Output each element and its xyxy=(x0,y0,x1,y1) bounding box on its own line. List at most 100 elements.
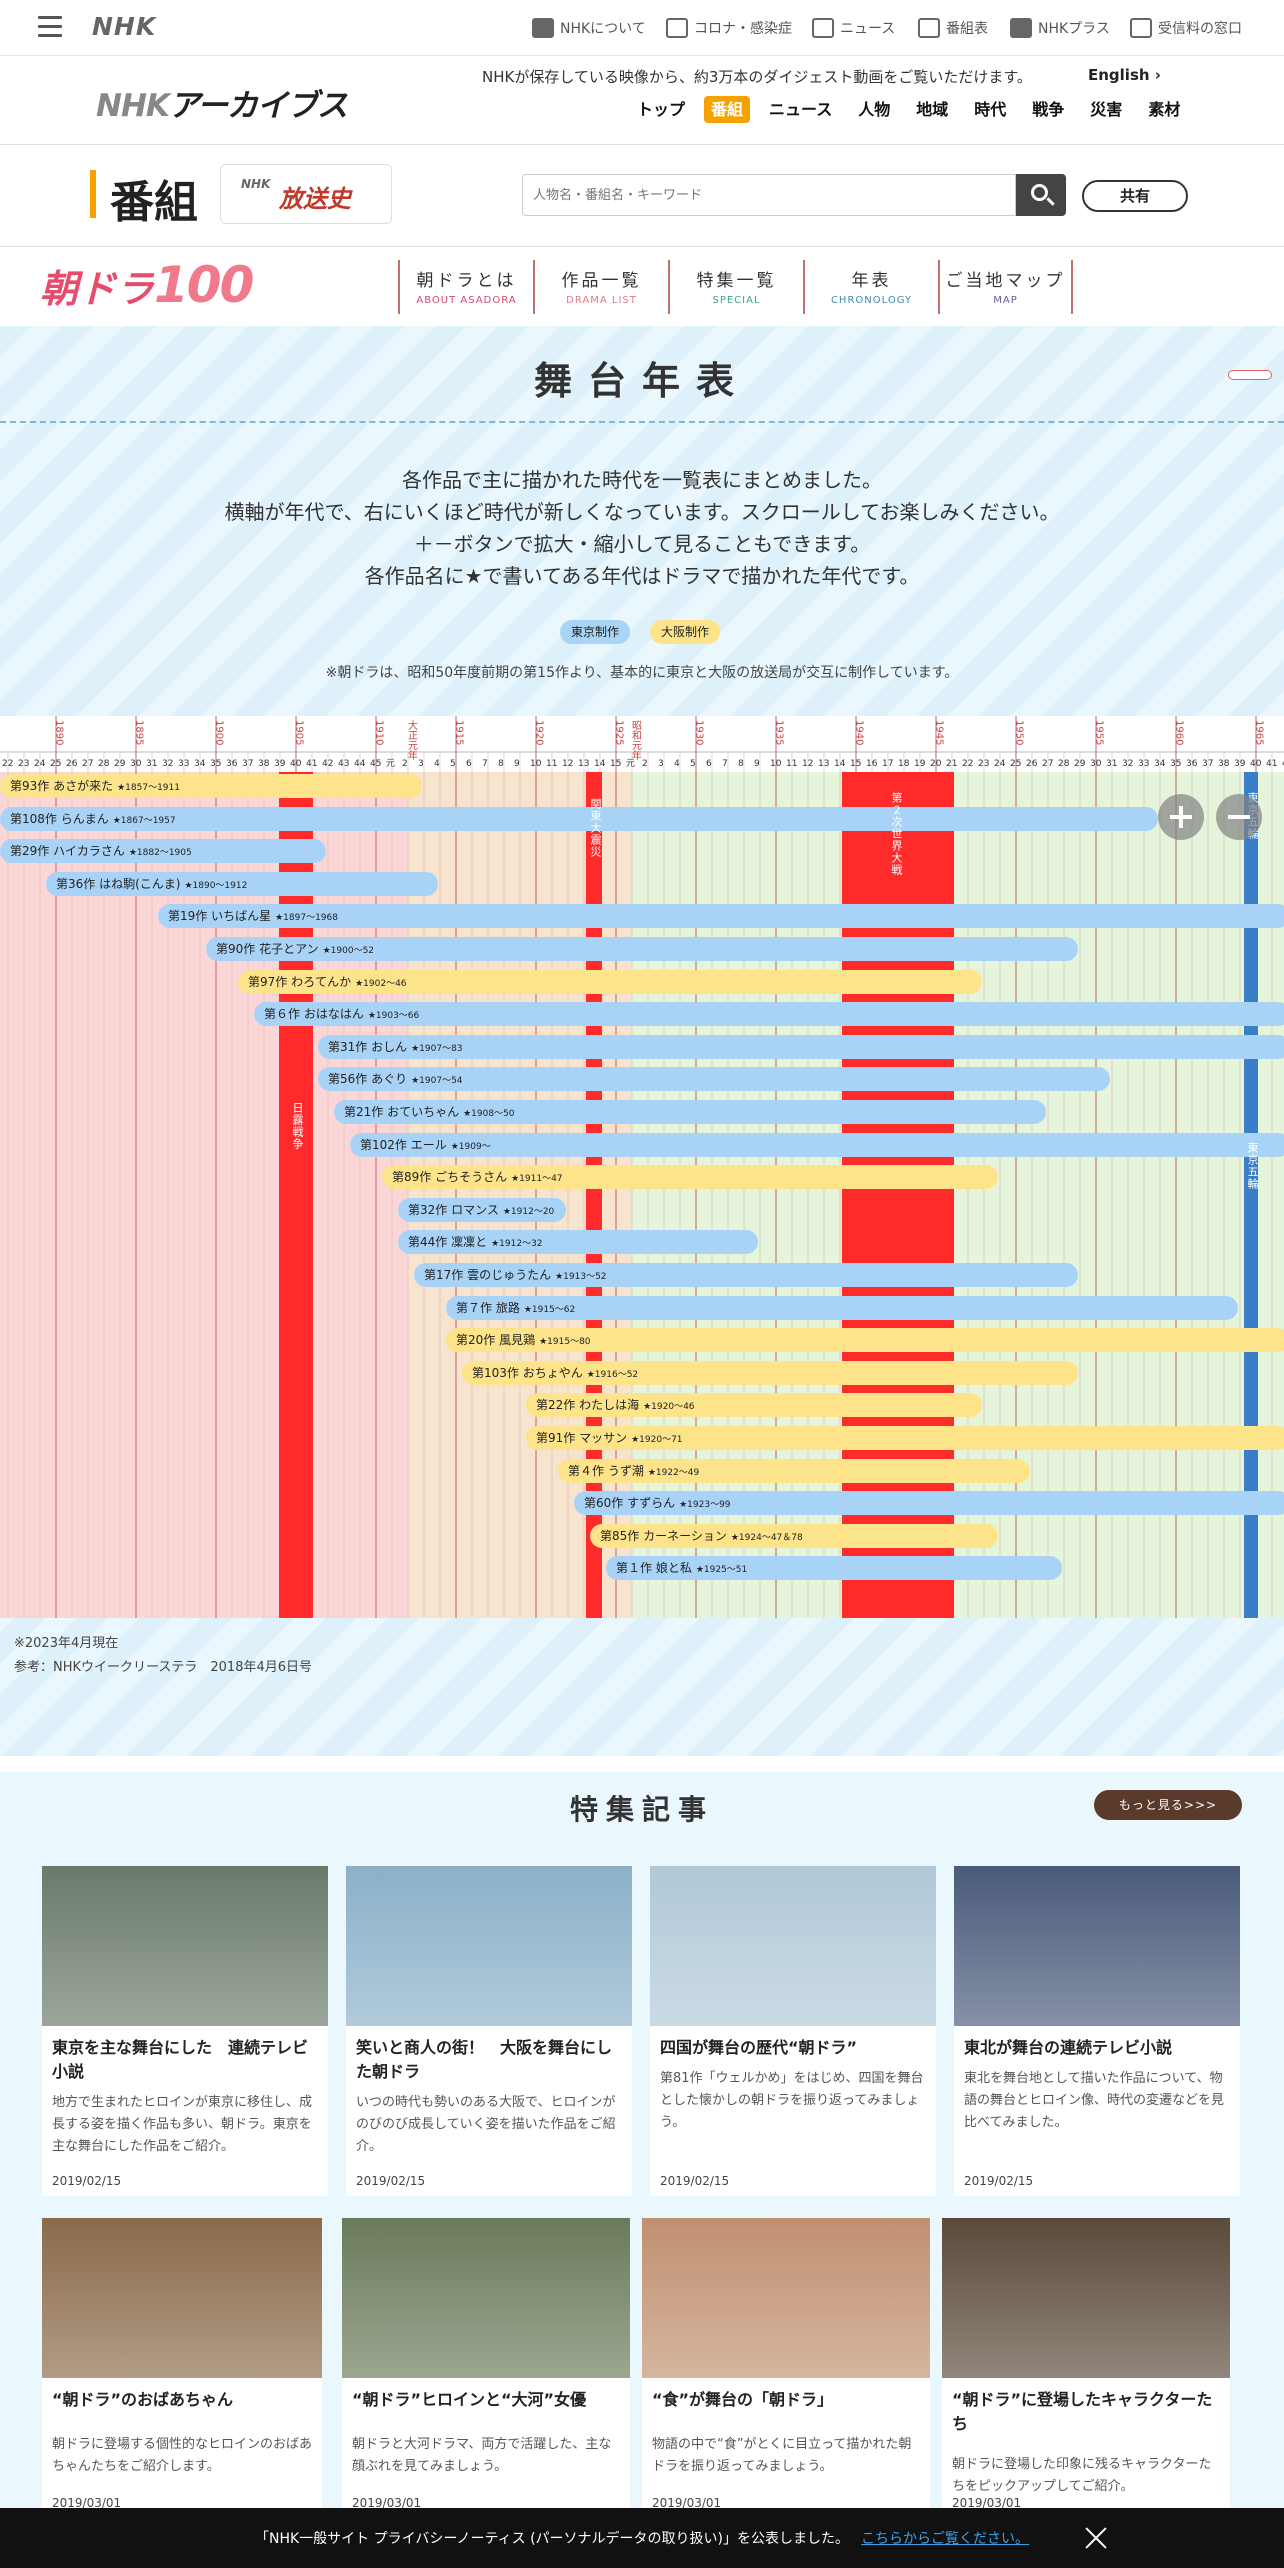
work-years: ★1920～46 xyxy=(643,1402,695,1413)
share-button[interactable]: 共有 xyxy=(1082,180,1188,212)
work-bar[interactable]: 第103作 おちょやん ★1916～52 xyxy=(462,1360,1078,1385)
menu-icon[interactable] xyxy=(38,16,62,38)
work-years: ★1908～50 xyxy=(463,1109,515,1119)
asadora-nav-about[interactable]: 朝ドラとは ABOUT ASADORA xyxy=(398,260,533,314)
corona-link[interactable]: コロナ・感染症 xyxy=(666,16,792,40)
feature-card[interactable]: 四国が舞台の歴代“朝ドラ” 第81作「ウェルかめ」をはじめ、四国を舞台とした懐かし… xyxy=(650,1866,936,2196)
card-desc: 東北を舞台地として描いた作品について、物語の舞台とヒロイン像、時代の変遷などを見… xyxy=(964,2071,1225,2130)
year-label: 1965 xyxy=(1254,720,1265,745)
intro-line: 各作品名に★で書いてある年代はドラマで描かれた年代です。 xyxy=(364,564,920,588)
more-button[interactable]: もっと見る>>> xyxy=(1094,1790,1242,1820)
work-bar[interactable]: 第91作 マッサン ★1920～71 xyxy=(526,1426,1284,1450)
work-bar[interactable]: 第21作 おていちゃん ★1908～50 xyxy=(334,1100,1046,1124)
era-tick: 26 xyxy=(66,759,78,769)
work-bar[interactable]: 第102作 エール ★1909～ xyxy=(350,1132,1284,1157)
divider xyxy=(0,246,1284,247)
zoom-out-button[interactable] xyxy=(1216,794,1262,840)
nav-top[interactable]: トップ xyxy=(637,100,686,119)
page-title: 舞台年表 xyxy=(533,358,750,403)
era-tick: 40 xyxy=(1250,759,1262,769)
global-nav: トップ 番組 ニュース 人物 地域 時代 戦争 災害 素材 xyxy=(630,96,1199,126)
nav-era[interactable]: 時代 xyxy=(974,100,1007,119)
work-bar[interactable]: 第22作 わたしは海 ★1920～46 xyxy=(526,1393,982,1418)
work-bar[interactable]: 第108作 らんまん ★1867～1957 xyxy=(0,806,1158,831)
era-tick: 24 xyxy=(994,759,1006,769)
zoom-in-button[interactable] xyxy=(1158,794,1204,840)
english-link[interactable]: English › xyxy=(1088,66,1161,84)
privacy-link[interactable]: こちらからご覧ください。 xyxy=(861,2531,1030,2547)
asadora-nav-special[interactable]: 特集一覧 SPECIAL xyxy=(668,260,803,314)
work-bar[interactable]: 第６作 おはなはん ★1903～66 xyxy=(254,1002,1284,1027)
work-years: ★1907～54 xyxy=(411,1076,463,1087)
nav-region[interactable]: 地域 xyxy=(916,100,949,119)
era-tick: 39 xyxy=(274,759,286,769)
feature-card[interactable]: “食”が舞台の「朝ドラ」 物語の中で“食”がとくに目立って描かれた朝ドラを振り返っ… xyxy=(642,2218,930,2518)
asadora-nav-drama-list[interactable]: 作品一覧 DRAMA LIST xyxy=(533,260,668,314)
feature-card[interactable]: “朝ドラ”に登場したキャラクターたち 朝ドラに登場した印象に残るキャラクターたちを… xyxy=(942,2218,1230,2518)
work-bar[interactable]: 第97作 わろてんか ★1902～46 xyxy=(238,969,982,994)
year-label: 1930 xyxy=(694,720,705,745)
work-bar[interactable]: 第７作 旅路 ★1915～62 xyxy=(446,1295,1238,1320)
card-image xyxy=(942,2218,1230,2378)
production-note: ※朝ドラは、昭和50年度前期の第15作より、基本的に東京と大阪の放送局が交互に制… xyxy=(325,665,959,681)
work-bar[interactable]: 第60作 すずらん ★1923～99 xyxy=(574,1491,1284,1516)
work-bar[interactable]: 第19作 いちばん星 ★1897～1968 xyxy=(158,904,1284,929)
nav-programs[interactable]: 番組 xyxy=(704,96,751,123)
work-bar[interactable]: 第32作 ロマンス ★1912～20 xyxy=(398,1197,566,1222)
tokyo-legend: 東京制作 xyxy=(560,620,630,644)
logo-nhk: NHK xyxy=(96,88,170,124)
housoushi-logo[interactable]: NHK 放送史 xyxy=(220,164,392,224)
nav-war[interactable]: 戦争 xyxy=(1032,100,1065,119)
program-guide-link[interactable]: 番組表 xyxy=(918,16,988,40)
asadora100-logo[interactable]: 朝ドラ100 xyxy=(40,256,254,324)
chronology-timeline[interactable]: 1890 1895 1900 1905 1910 大正元年 1915 1920 1925 昭和元年… xyxy=(0,716,1284,1618)
work-bar[interactable]: 第31作 おしん ★1907～83 xyxy=(318,1034,1284,1059)
nav-news[interactable]: ニュース xyxy=(769,100,833,119)
chevron-right-icon: › xyxy=(1154,66,1161,84)
search-input[interactable] xyxy=(522,174,1016,216)
work-bar[interactable]: 第１作 娘と私 ★1925～51 xyxy=(606,1556,1062,1581)
work-bar[interactable]: 第４作 うず潮 ★1922～49 xyxy=(558,1458,1030,1483)
work-bar[interactable]: 第93作 あさが来た ★1857～1911 xyxy=(0,774,422,798)
work-bar[interactable]: 第20作 風見鶏 ★1915～80 xyxy=(446,1328,1284,1353)
work-years: ★1890～1912 xyxy=(184,880,248,891)
nhk-logo[interactable]: NHK xyxy=(92,12,157,41)
toggle-button[interactable] xyxy=(1228,370,1272,380)
work-bar[interactable]: 第90作 花子とアン ★1900～52 xyxy=(206,937,1078,961)
feature-card[interactable]: 東北が舞台の連続テレビ小説 東北を舞台地として描いた作品について、物語の舞台とヒロ… xyxy=(954,1866,1240,2196)
feature-card[interactable]: “朝ドラ”ヒロインと“大河”女優 朝ドラと大河ドラマ、両方で活躍した、主な顔ぶれを… xyxy=(342,2218,630,2518)
work-bar[interactable]: 第29作 ハイカラさん ★1882～1905 xyxy=(0,839,326,864)
nhk-plus-link[interactable]: NHKプラス xyxy=(1010,16,1110,40)
era-tick: 6 xyxy=(466,759,472,769)
era-tick: 6 xyxy=(706,759,712,769)
search-button[interactable] xyxy=(1016,174,1066,216)
close-icon[interactable] xyxy=(1084,2526,1108,2550)
work-years: ★1907～83 xyxy=(411,1043,463,1054)
nav-disaster[interactable]: 災害 xyxy=(1090,100,1123,119)
nav-material[interactable]: 素材 xyxy=(1148,100,1181,119)
work-bar[interactable]: 第89作 ごちそうさん ★1911～47 xyxy=(382,1165,998,1190)
feature-card[interactable]: 東京を主な舞台にした 連続テレビ小説 地方で生まれたヒロインが東京に移住し、成長す… xyxy=(42,1866,328,2196)
work-bar[interactable]: 第85作 カーネーション ★1924～47＆78 xyxy=(590,1523,998,1548)
nav-people[interactable]: 人物 xyxy=(858,100,891,119)
feature-card[interactable]: 笑いと商人の街！ 大阪を舞台にした朝ドラ いつの時代も勢いのある大阪で、ヒロインが… xyxy=(346,1866,632,2196)
work-bar[interactable]: 第36作 はね駒(こんま) ★1890～1912 xyxy=(46,871,438,896)
work-bar[interactable]: 第44作 凜凜と ★1912～32 xyxy=(398,1230,758,1255)
nhk-archives-logo[interactable]: NHKアーカイブス xyxy=(96,80,348,125)
about-nhk-link[interactable]: NHKについて xyxy=(532,16,646,40)
feature-card[interactable]: “朝ドラ”のおばあちゃん 朝ドラに登場する個性的なヒロインのおばあちゃんたちをご紹… xyxy=(42,2218,322,2518)
era-tick: 32 xyxy=(162,759,173,769)
work-title: 第103作 おちょやん xyxy=(472,1365,583,1380)
work-bar[interactable]: 第17作 雲のじゅうたん ★1913～52 xyxy=(414,1263,1078,1287)
era-tick: 40 xyxy=(290,759,302,769)
asadora-nav-chronology[interactable]: 年表 CHRONOLOGY xyxy=(803,260,938,314)
reception-fee-link[interactable]: 受信料の窓口 xyxy=(1130,16,1242,40)
asadora-nav-map[interactable]: ご当地マップ MAP xyxy=(938,260,1073,314)
work-title: 第１作 娘と私 xyxy=(616,1561,692,1576)
news-link[interactable]: ニュース xyxy=(812,16,895,40)
card-title: “食”が舞台の「朝ドラ」 xyxy=(652,2390,834,2409)
era-tick: 38 xyxy=(1218,759,1230,769)
era-tick: 30 xyxy=(130,759,142,769)
work-bar[interactable]: 第56作 あぐり ★1907～54 xyxy=(318,1067,1110,1092)
era-tick: 15 xyxy=(610,759,621,769)
